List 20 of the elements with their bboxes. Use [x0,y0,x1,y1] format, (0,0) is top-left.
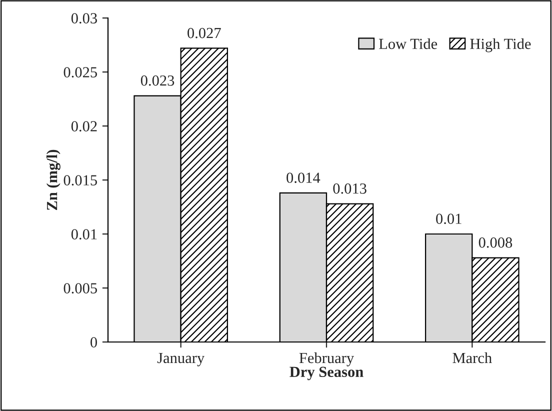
y-axis-title: Zn (mg/l) [46,150,60,210]
x-tick-label: January [157,352,205,366]
y-tick-label: 0.01 [71,229,97,240]
data-label: 0.023 [140,75,174,86]
x-tick-label: February [299,352,354,366]
data-label: 0.01 [436,214,462,224]
data-label: 0.027 [188,28,221,38]
y-tick-label: 0.02 [71,121,97,132]
y-tick-label: 0 [90,337,97,348]
y-tick-label: 0.025 [64,67,97,78]
y-tick-label: 0.005 [64,283,97,294]
legend-label: Low Tide [379,38,438,50]
y-tick-label: 0.015 [64,175,97,186]
data-label: 0.013 [333,183,366,194]
legend-label: High Tide [470,38,531,52]
data-label: 0.008 [478,237,512,248]
data-label: 0.014 [286,172,320,183]
x-axis-title: Dry Season [290,366,364,380]
x-tick-label: March [452,352,492,364]
y-tick-label: 0.03 [71,13,97,24]
